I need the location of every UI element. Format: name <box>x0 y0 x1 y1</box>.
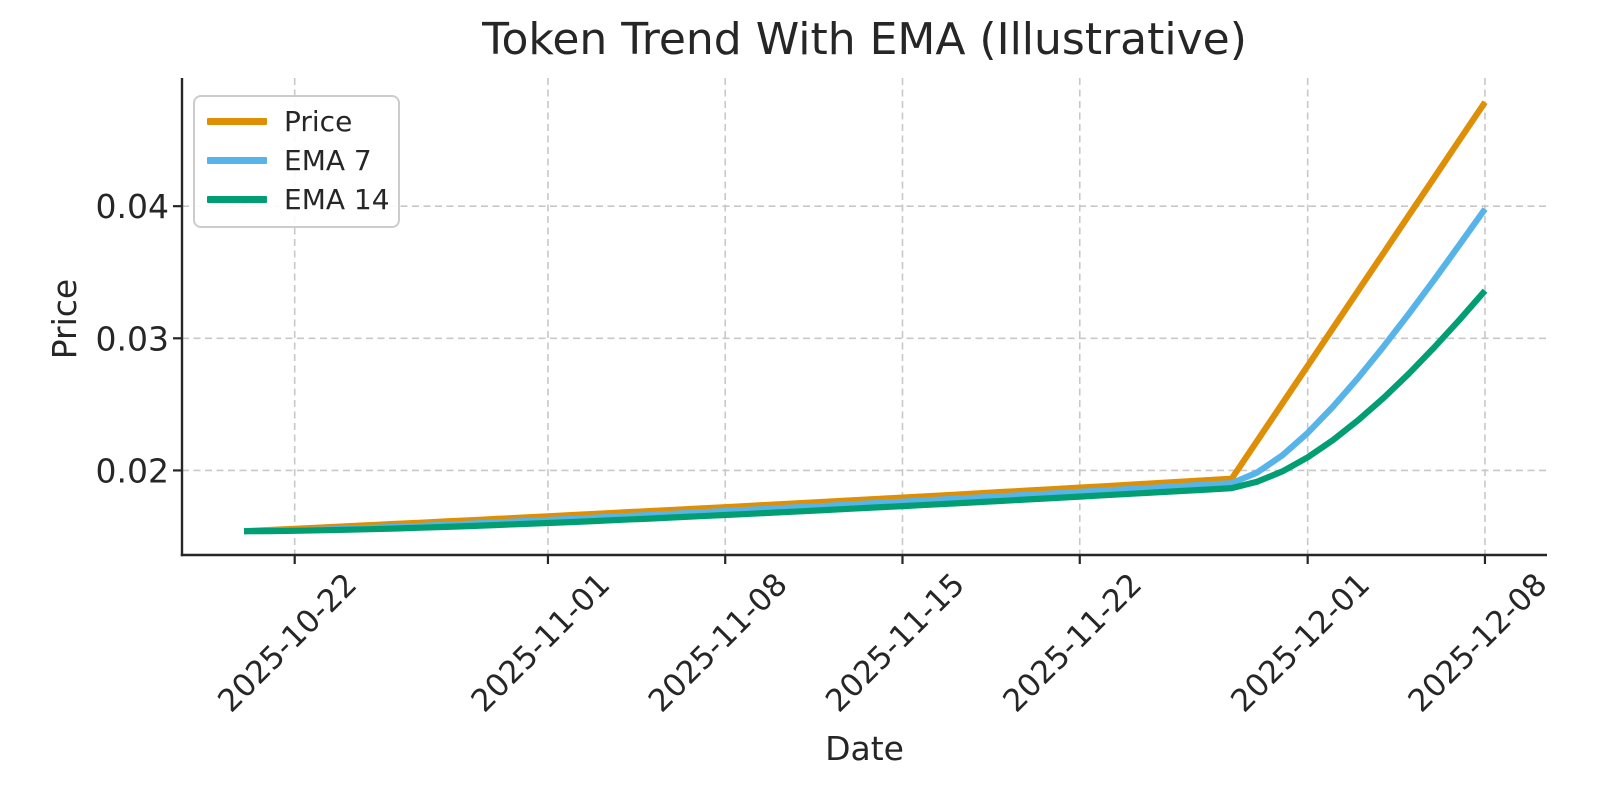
x-axis-label: Date <box>825 729 904 768</box>
x-tick-label: 2025-11-08 <box>642 567 795 720</box>
x-tick-label: 2025-11-01 <box>464 567 617 720</box>
legend-label-price: Price <box>284 104 353 138</box>
y-tick-label: 0.04 <box>96 187 169 226</box>
x-tick-label: 2025-11-22 <box>996 567 1149 720</box>
legend-label-ema14: EMA 14 <box>284 182 390 216</box>
legend-item-ema14: EMA 14 <box>207 180 398 219</box>
series-line-price <box>243 100 1488 535</box>
legend-swatch-price <box>207 118 267 125</box>
legend-swatch-ema14 <box>207 196 267 203</box>
x-tick-labels: 2025-10-22 2025-11-01 2025-11-08 2025-11-15… <box>211 567 1554 720</box>
x-tick-label: 2025-11-15 <box>819 567 972 720</box>
legend-item-ema7: EMA 7 <box>207 141 398 180</box>
x-tick-label: 2025-12-08 <box>1402 567 1555 720</box>
tick-marks <box>173 205 1487 564</box>
y-tick-labels: 0.02 0.03 0.04 <box>96 187 169 490</box>
axes-spines <box>180 78 1547 557</box>
legend: Price EMA 7 EMA 14 <box>193 95 400 228</box>
chart-title: Token Trend With EMA (Illustrative) <box>482 14 1247 65</box>
y-axis-label: Price <box>45 278 84 360</box>
series-line-ema-14 <box>243 288 1488 535</box>
legend-item-price: Price <box>207 102 398 141</box>
y-tick-label: 0.03 <box>96 319 169 358</box>
x-tick-label: 2025-10-22 <box>211 567 364 720</box>
x-tick-label: 2025-12-01 <box>1224 567 1377 720</box>
gridlines <box>182 78 1547 555</box>
y-tick-label: 0.02 <box>96 451 169 490</box>
legend-label-ema7: EMA 7 <box>284 143 372 177</box>
legend-swatch-ema7 <box>207 157 267 164</box>
series-line-ema-7 <box>243 207 1488 535</box>
